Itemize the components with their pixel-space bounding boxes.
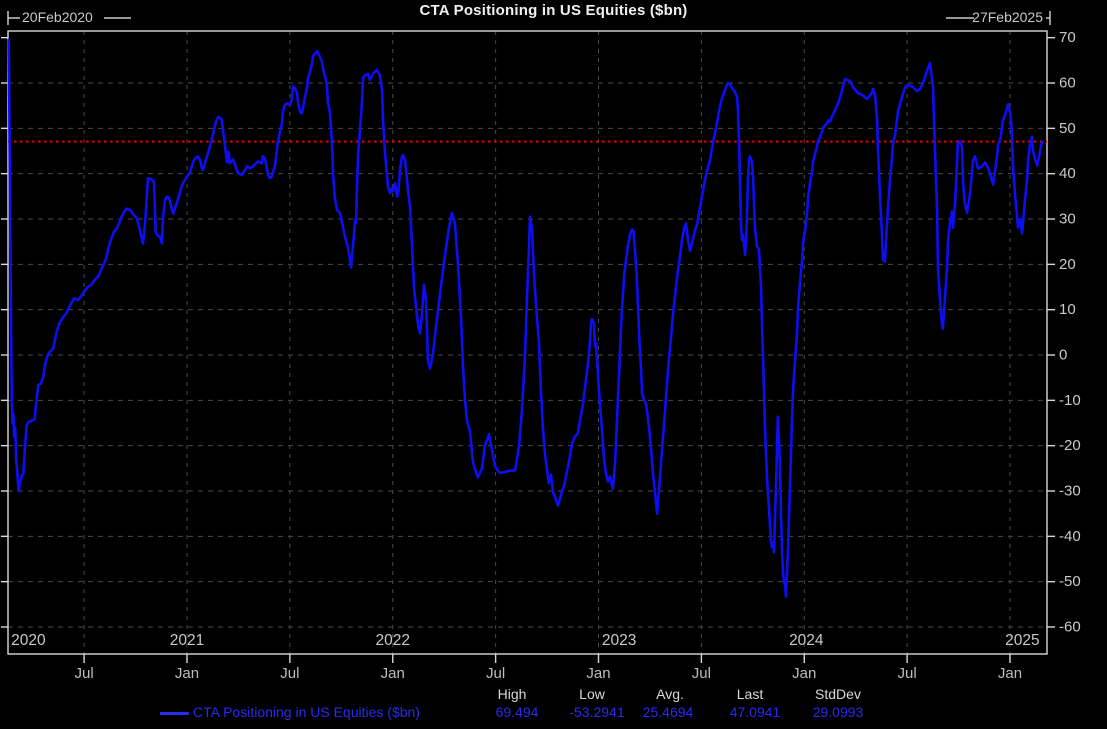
svg-text:60: 60 [1059, 75, 1076, 92]
legend-series-label: CTA Positioning in US Equities ($bn) [193, 704, 420, 720]
stat-header-avg: Avg. [656, 686, 684, 702]
svg-text:Jul: Jul [898, 665, 917, 682]
stat-header-low: Low [579, 686, 605, 702]
range-start-marker: 20Feb2020 [22, 9, 93, 25]
svg-text:2020: 2020 [11, 632, 46, 649]
svg-text:2022: 2022 [376, 632, 410, 649]
range-end-marker: 27Feb2025 [972, 9, 1043, 25]
legend-series-entry[interactable]: CTA Positioning in US Equities ($bn) [160, 704, 420, 720]
svg-text:Jan: Jan [586, 665, 610, 682]
svg-text:Jul: Jul [280, 665, 299, 682]
svg-text:2023: 2023 [602, 632, 636, 649]
chart-title: CTA Positioning in US Equities ($bn) [419, 2, 688, 19]
svg-text:40: 40 [1059, 165, 1076, 182]
svg-text:Jan: Jan [792, 665, 816, 682]
svg-text:20: 20 [1059, 256, 1076, 273]
svg-text:10: 10 [1059, 301, 1076, 318]
svg-text:Jul: Jul [486, 665, 505, 682]
stat-value-low: -53.2941 [569, 704, 625, 720]
svg-text:0: 0 [1059, 347, 1067, 364]
svg-text:70: 70 [1059, 29, 1076, 46]
stat-value-high: 69.494 [495, 704, 539, 720]
svg-text:-20: -20 [1059, 437, 1081, 454]
svg-text:Jul: Jul [75, 665, 94, 682]
svg-text:-60: -60 [1059, 618, 1081, 635]
stat-header-high: High [497, 686, 527, 702]
svg-text:Jan: Jan [998, 665, 1022, 682]
svg-text:-30: -30 [1059, 482, 1081, 499]
svg-text:-40: -40 [1059, 528, 1081, 545]
svg-text:Jul: Jul [692, 665, 711, 682]
svg-text:50: 50 [1059, 120, 1076, 137]
svg-text:Jan: Jan [175, 665, 199, 682]
svg-text:2021: 2021 [170, 632, 204, 649]
stat-header-stddev: StdDev [815, 686, 861, 702]
stat-value-last: 47.0941 [729, 704, 781, 720]
svg-text:2025: 2025 [1005, 632, 1039, 649]
legend-line-sample-icon [160, 711, 189, 715]
svg-text:-50: -50 [1059, 573, 1081, 590]
stat-header-last: Last [736, 686, 764, 702]
svg-text:-10: -10 [1059, 392, 1081, 409]
stat-value-avg: 25.4694 [642, 704, 694, 720]
stat-value-stddev: 29.0993 [812, 704, 864, 720]
svg-text:2024: 2024 [789, 632, 824, 649]
svg-text:Jan: Jan [381, 665, 405, 682]
svg-text:30: 30 [1059, 211, 1076, 228]
